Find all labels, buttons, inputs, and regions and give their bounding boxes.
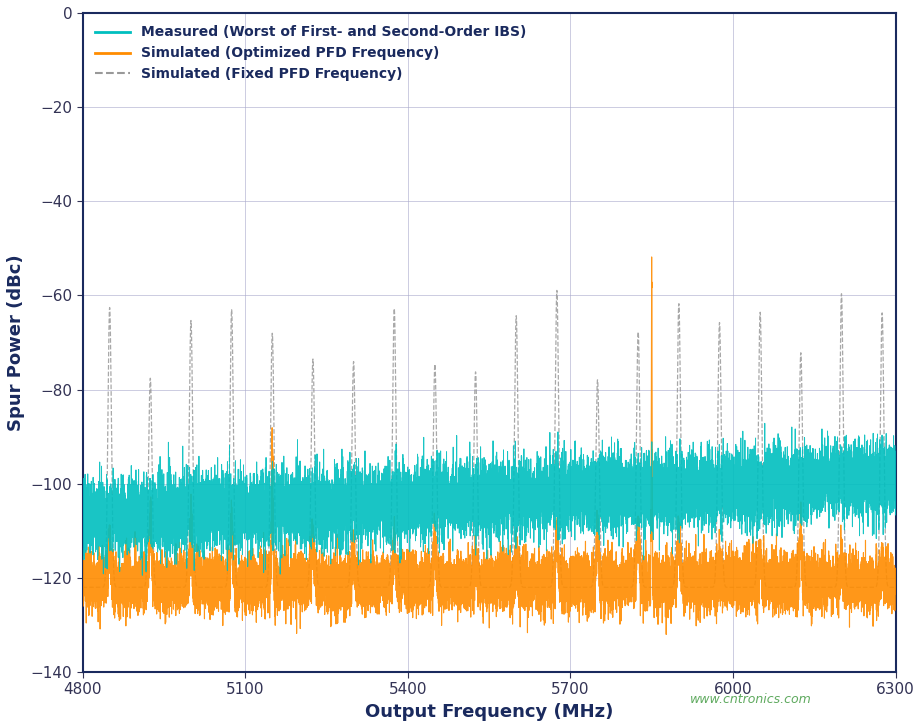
Text: www.cntronics.com: www.cntronics.com [690,693,811,706]
Legend: Measured (Worst of First- and Second-Order IBS), Simulated (Optimized PFD Freque: Measured (Worst of First- and Second-Ord… [89,20,532,87]
X-axis label: Output Frequency (MHz): Output Frequency (MHz) [365,703,613,721]
Y-axis label: Spur Power (dBc): Spur Power (dBc) [7,254,25,431]
